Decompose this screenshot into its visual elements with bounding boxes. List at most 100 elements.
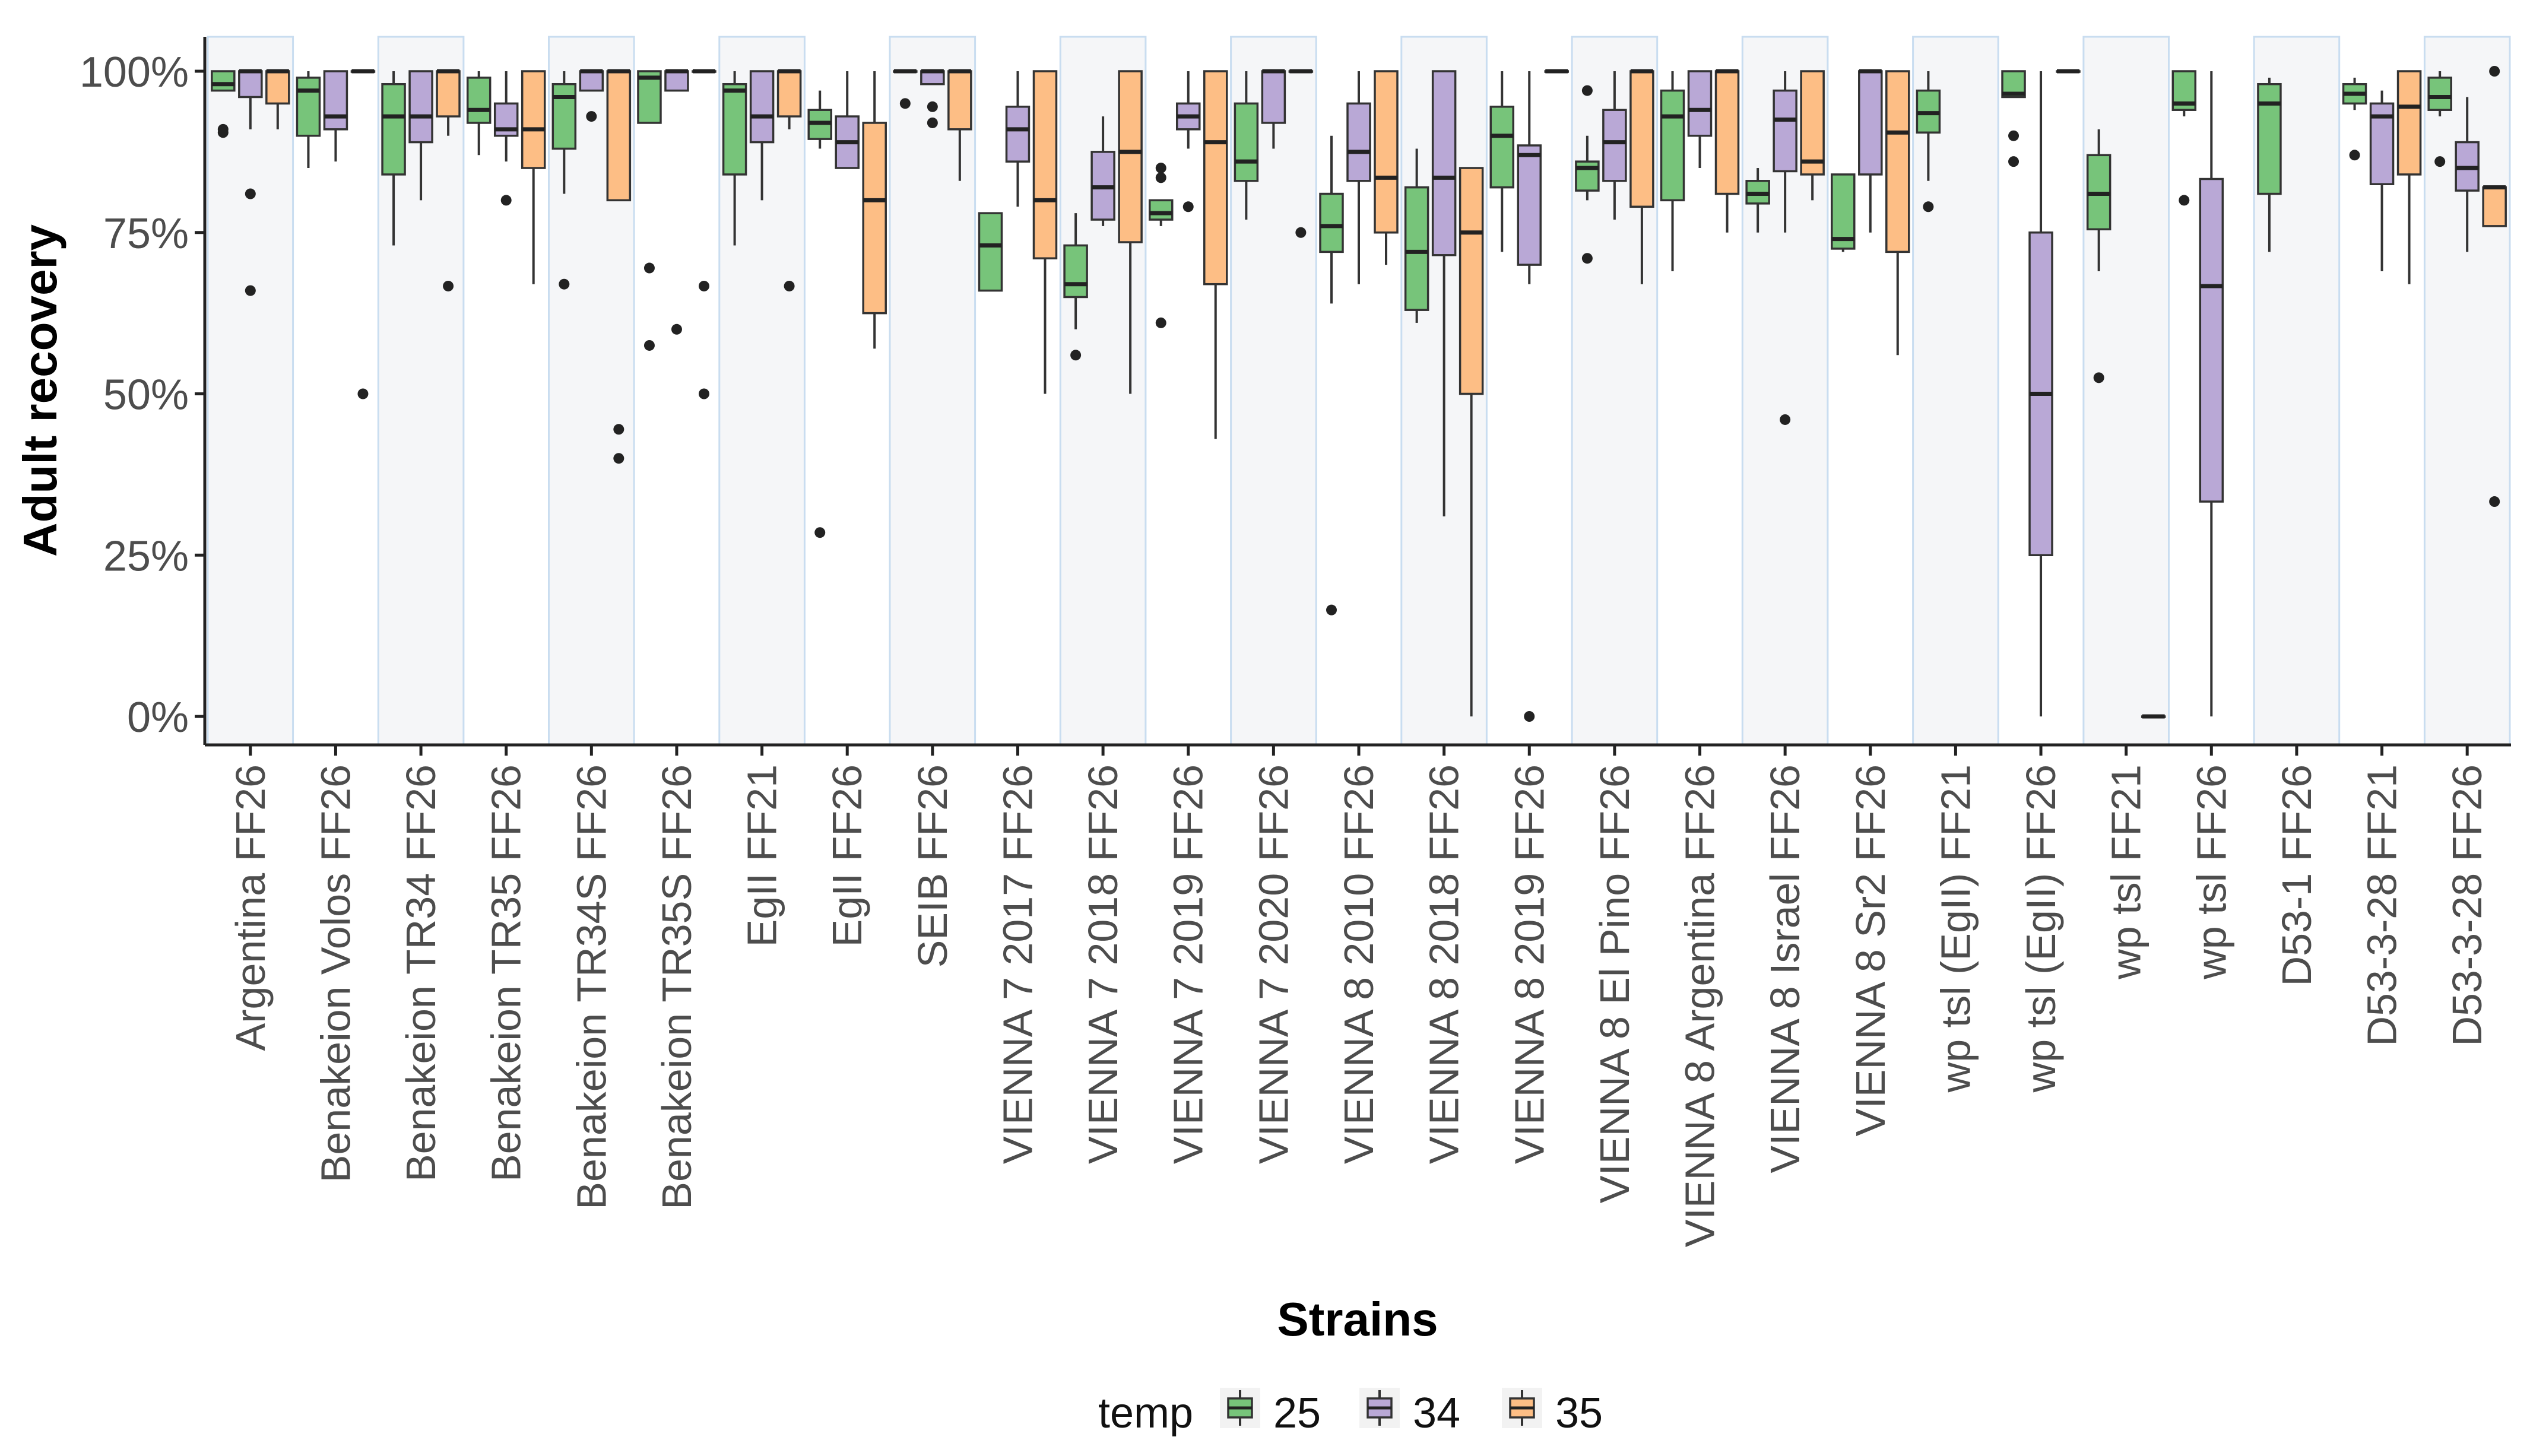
x-tick-label: Benakeion TR35S FF26 <box>654 765 700 1210</box>
x-tick-label: VIENNA 8 Israel FF26 <box>1762 765 1808 1173</box>
box-body <box>1687 70 1713 137</box>
box-body <box>579 70 604 92</box>
box-body <box>296 77 321 137</box>
box-body <box>1148 199 1174 221</box>
x-ticks: Argentina FF26 Benakeion Volos FF26 Benake… <box>227 745 2490 1247</box>
boxplot-marks <box>211 66 2507 722</box>
box-body <box>238 70 263 99</box>
x-tick-label: EgII FF26 <box>824 765 870 947</box>
box-35 <box>862 71 887 349</box>
box-body <box>1203 70 1228 286</box>
x-tick-label: VIENNA 8 Sr2 FF26 <box>1847 765 1894 1136</box>
legend-key-25: 25 <box>1220 1388 1321 1437</box>
outlier-point <box>586 111 597 122</box>
box-35 <box>1118 70 1143 394</box>
box-body <box>466 77 492 124</box>
box-34 <box>835 71 860 169</box>
box-34 <box>1431 70 1457 517</box>
x-tick-label: Benakeion Volos FF26 <box>312 765 359 1182</box>
x-tick-label: VIENNA 7 2018 FF26 <box>1080 765 1126 1164</box>
box-35 <box>1203 70 1228 439</box>
outlier-point <box>500 195 512 206</box>
box-body <box>323 70 348 131</box>
outlier-point <box>1182 201 1194 212</box>
box-body <box>1773 89 1797 173</box>
outlier-point <box>1295 227 1307 238</box>
box-34 <box>1005 71 1031 207</box>
category-band <box>1912 36 1999 746</box>
box-body <box>1602 109 1627 182</box>
box-25 <box>1489 71 1515 252</box>
box-body <box>408 70 433 144</box>
box-25 <box>1063 213 1088 361</box>
outlier-point <box>2179 195 2190 206</box>
box-25 <box>637 70 662 351</box>
box-34 <box>408 70 433 201</box>
box-body <box>862 122 887 315</box>
y-tick-label: 50% <box>103 372 189 419</box>
legend-label: 34 <box>1413 1390 1460 1437</box>
box-25 <box>1148 163 1174 328</box>
outlier-point <box>1326 604 1337 616</box>
box-body <box>1489 106 1515 189</box>
box-25 <box>2342 77 2367 161</box>
outlier-point <box>2008 156 2019 167</box>
outlier-point <box>1070 350 1082 361</box>
box-35 <box>350 69 376 399</box>
box-25 <box>1745 168 1770 233</box>
box-25 <box>2001 70 2026 167</box>
x-tick-label: wp tsl (EgII) FF26 <box>2018 765 2064 1093</box>
x-tick-label: D53-1 FF26 <box>2274 765 2320 986</box>
category-band <box>2082 36 2170 746</box>
box-body <box>551 83 577 150</box>
box-body <box>776 70 802 118</box>
box-body <box>1261 70 1286 124</box>
box-34 <box>323 70 348 162</box>
box-body <box>1431 70 1457 256</box>
box-body <box>1517 144 1542 266</box>
box-34 <box>1090 116 1115 226</box>
box-34 <box>238 69 263 296</box>
outlier-point <box>927 101 938 112</box>
box-body <box>1319 192 1344 253</box>
box-35 <box>1288 69 1314 238</box>
box-35 <box>2482 66 2507 507</box>
legend-title: temp <box>1098 1390 1193 1437</box>
box-34 <box>493 71 519 206</box>
box-body <box>1234 102 1259 182</box>
box-35 <box>776 69 802 291</box>
outlier-point <box>559 278 570 290</box>
outlier-point <box>899 98 911 109</box>
box-34 <box>2028 71 2053 716</box>
x-tick-label: VIENNA 8 2018 FF26 <box>1421 765 1467 1164</box>
box-25 <box>1319 135 1344 616</box>
box-25 <box>722 71 747 246</box>
box-35 <box>2141 714 2166 719</box>
outlier-point <box>1155 163 1166 174</box>
box-35 <box>1544 69 1570 74</box>
x-tick-label: VIENNA 7 2020 FF26 <box>1250 765 1296 1164</box>
x-tick-label: Argentina FF26 <box>227 765 274 1051</box>
box-body <box>1005 106 1031 163</box>
box-35 <box>2056 69 2081 74</box>
box-body <box>1858 70 1883 176</box>
y-tick-label: 100% <box>80 49 189 96</box>
box-34 <box>1261 69 1286 149</box>
outlier-point <box>613 424 624 435</box>
x-tick-label: VIENNA 8 Argentina FF26 <box>1677 765 1723 1247</box>
x-tick-label: VIENNA 8 El Pino FF26 <box>1591 765 1638 1203</box>
outlier-point <box>698 388 709 399</box>
box-body <box>1118 70 1143 243</box>
box-body <box>978 212 1003 292</box>
legend-label: 35 <box>1555 1390 1603 1437</box>
x-tick-label: wp tsl (EgII) FF21 <box>1932 765 1979 1093</box>
box-35 <box>1032 70 1058 394</box>
box-34 <box>2199 71 2224 716</box>
outlier-point <box>1581 253 1593 264</box>
box-25 <box>893 69 918 109</box>
box-body <box>381 83 406 176</box>
x-tick-label: D53-3-28 FF26 <box>2444 765 2490 1046</box>
x-tick-label: Benakeion TR34S FF26 <box>568 765 614 1210</box>
box-body <box>211 70 236 92</box>
